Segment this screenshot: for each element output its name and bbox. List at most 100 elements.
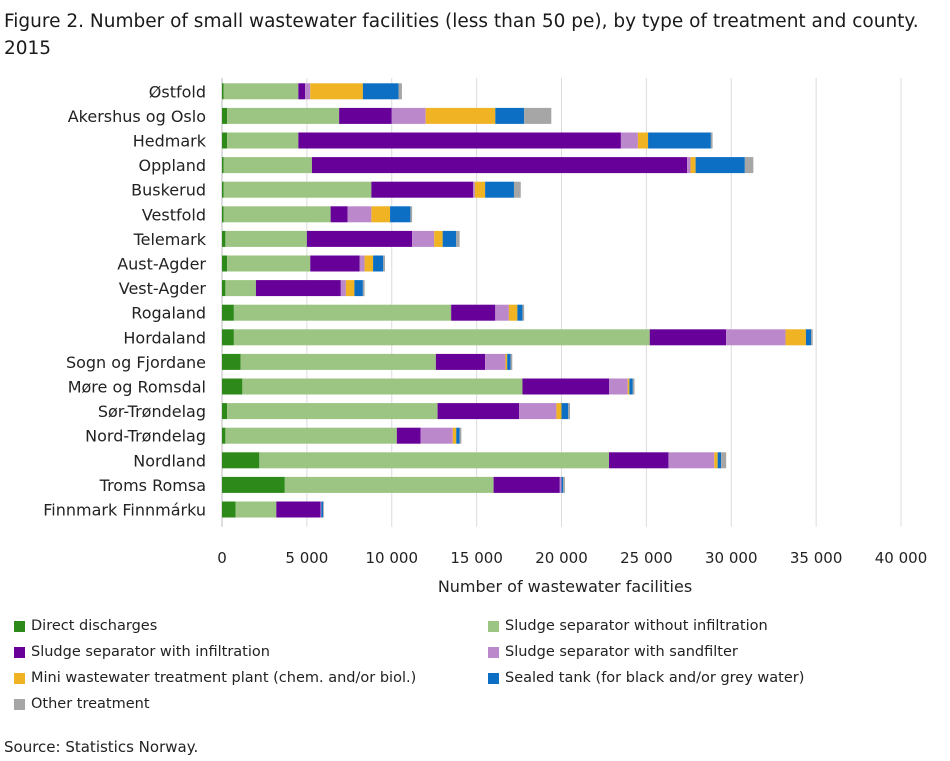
bar-segment (222, 230, 226, 247)
bar-segment (306, 230, 413, 247)
bar-segment (223, 83, 299, 100)
bar-segment (222, 501, 236, 518)
category-label: Akershus og Oslo (68, 107, 206, 126)
bar-segment (524, 107, 552, 124)
bar-segment (620, 132, 638, 149)
bar-segment (222, 107, 228, 124)
x-tick-label: 30 000 (705, 549, 758, 567)
bar-segment (305, 83, 311, 100)
bar-segment (522, 304, 525, 321)
bar-segment (222, 157, 224, 174)
chart-title: Figure 2. Number of small wastewater fac… (4, 11, 919, 59)
legend-item: Sludge separator without infiltration (488, 618, 768, 634)
bar-segment (412, 230, 435, 247)
bar-segment (437, 403, 520, 420)
bar-segment (721, 452, 727, 469)
bar-segment (410, 206, 413, 223)
legend-swatch (14, 698, 25, 710)
bar-segment (556, 403, 562, 420)
bar-segment (785, 329, 806, 346)
bar-segment (240, 353, 436, 370)
category-label: Telemark (133, 230, 207, 249)
bar-segment (474, 181, 486, 198)
category-label: Troms Romsa (99, 476, 206, 495)
bar-segment (259, 452, 610, 469)
bar-segment (233, 329, 650, 346)
bar-segment (225, 230, 307, 247)
bar-segment (668, 452, 715, 469)
legend-label: Mini wastewater treatment plant (chem. a… (31, 670, 417, 686)
bar-segment (561, 403, 569, 420)
bar-segment (687, 157, 691, 174)
bar-segment (568, 403, 570, 420)
bar-segment (222, 181, 224, 198)
category-label: Aust-Agder (117, 255, 206, 274)
bar-segment (310, 83, 363, 100)
bar-segment (627, 378, 630, 395)
bar-segment (354, 280, 363, 297)
bar-segment (391, 107, 426, 124)
bar-segment (223, 181, 372, 198)
legend-item: Sealed tank (for black and/or grey water… (488, 670, 804, 686)
bar-segment (456, 230, 460, 247)
bar-segment (227, 132, 299, 149)
bar-segment (371, 206, 391, 223)
bar-segment (473, 181, 475, 198)
bar-segment (345, 280, 355, 297)
bar-segment (222, 83, 224, 100)
bar-segment (517, 304, 523, 321)
bar-segment (364, 255, 374, 272)
legend-item: Sludge separator with infiltration (14, 644, 270, 660)
bar-segment (563, 476, 565, 493)
category-label: Vestfold (142, 205, 206, 224)
category-label: Oppland (139, 156, 206, 175)
bar-segment (522, 378, 610, 395)
category-label: Hedmark (133, 132, 207, 151)
category-label: Østfold (149, 82, 206, 101)
x-tick-label: 5 000 (285, 549, 328, 567)
bar-segment (459, 427, 462, 444)
bar-segment (609, 378, 628, 395)
x-tick-label: 0 (217, 549, 227, 567)
bar-segment (222, 378, 243, 395)
bar-segment (690, 157, 696, 174)
bar-segment (456, 427, 460, 444)
stacked-bar-chart: Østfold Akershus og Oslo Hedmark Oppland Bus… (43, 78, 927, 596)
bar-segment (451, 304, 496, 321)
bar-segment (222, 403, 228, 420)
category-label: Sogn og Fjordane (66, 353, 206, 372)
category-label: Rogaland (131, 304, 206, 323)
bar-segment (637, 132, 649, 149)
bar-segment (321, 501, 324, 518)
bar-segment (310, 255, 360, 272)
x-tick-label: 15 000 (450, 549, 503, 567)
bar-segment (227, 403, 438, 420)
legend-label: Other treatment (31, 696, 150, 712)
x-tick-label: 35 000 (790, 549, 843, 567)
bar-segment (339, 107, 392, 124)
bar-segment (425, 107, 496, 124)
legend-label: Sealed tank (for black and/or grey water… (505, 670, 805, 686)
bar-segment (222, 452, 260, 469)
bars (222, 83, 813, 518)
x-tick-label: 25 000 (620, 549, 673, 567)
bar-segment (398, 83, 402, 100)
bar-segment (233, 304, 452, 321)
bar-segment (227, 107, 340, 124)
bar-segment (340, 280, 346, 297)
bar-segment (396, 427, 421, 444)
bar-segment (510, 353, 513, 370)
source-note: Source: Statistics Norway. (4, 738, 199, 756)
bar-segment (223, 206, 331, 223)
legend-item: Sludge separator with sandfilter (488, 644, 738, 660)
bar-segment (710, 132, 713, 149)
bar-segment (347, 206, 372, 223)
legend-swatch (488, 672, 499, 684)
bar-segment (485, 181, 514, 198)
x-tick-label: 10 000 (366, 549, 419, 567)
bar-segment (559, 476, 562, 493)
legend-item: Other treatment (14, 696, 150, 712)
bar-segment (298, 132, 621, 149)
x-axis-label: Number of wastewater facilities (438, 577, 692, 596)
bar-segment (629, 378, 633, 395)
